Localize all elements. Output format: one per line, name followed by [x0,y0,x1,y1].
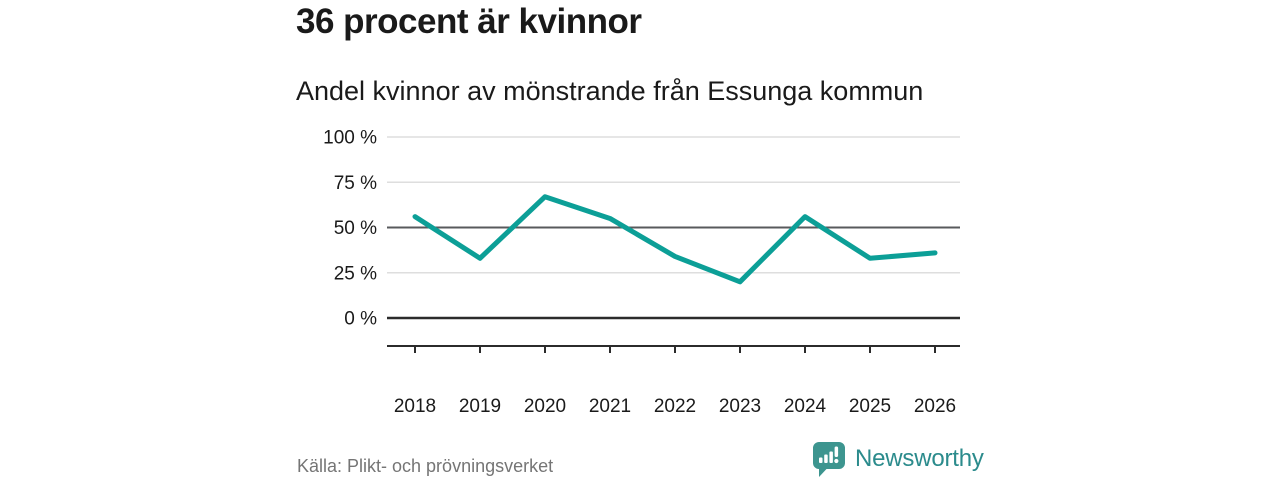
y-axis-tick-label: 50 % [334,218,377,239]
chart-title: 36 procent är kvinnor [296,2,642,41]
x-axis-tick-label: 2024 [784,396,827,417]
x-axis-tick-label: 2020 [524,396,566,417]
newsworthy-logo[interactable]: Newsworthy [812,441,984,477]
y-axis-tick-label: 25 % [334,263,377,284]
x-axis-tick-label: 2018 [394,396,436,417]
y-axis-tick-label: 0 % [344,309,377,330]
chart-subtitle: Andel kvinnor av mönstrande från Essunga… [296,76,924,106]
y-axis-tick-label: 100 % [323,128,377,149]
newsworthy-wordmark: Newsworthy [855,445,984,472]
x-axis-tick-label: 2023 [719,396,761,417]
source-note: Källa: Plikt- och prövningsverket [297,456,554,476]
x-axis-tick-label: 2026 [914,396,956,417]
x-axis-tick-label: 2025 [849,396,891,417]
y-axis-tick-label: 75 % [334,173,377,194]
x-axis-tick-label: 2021 [589,396,631,417]
x-axis-tick-label: 2019 [459,396,501,417]
data-line-andel-kvinnor [412,194,938,285]
x-axis-tick-label: 2022 [654,396,696,417]
newsworthy-bar-chart-icon [813,442,845,477]
